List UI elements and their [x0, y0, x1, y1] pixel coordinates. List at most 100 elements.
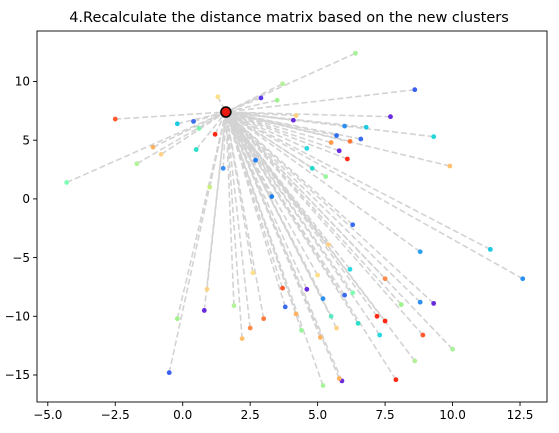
data-point [250, 270, 256, 276]
data-point [431, 134, 437, 140]
data-point [334, 133, 339, 138]
data-point [191, 119, 196, 124]
data-point [293, 311, 299, 317]
y-tick-label: 5 [22, 133, 30, 147]
data-point [350, 222, 356, 228]
distance-line [225, 111, 327, 178]
data-point [290, 117, 296, 123]
x-tick-label: 10.0 [439, 408, 466, 422]
data-point [293, 113, 299, 118]
data-point [388, 114, 393, 120]
data-point [309, 165, 315, 171]
x-tick-label: 5.0 [308, 408, 327, 422]
data-point [196, 126, 202, 131]
data-point [174, 121, 180, 127]
distance-line [152, 111, 227, 148]
distance-line [225, 111, 332, 317]
data-point [347, 266, 353, 272]
chart-title: 4.Recalculate the distance matrix based … [69, 10, 509, 26]
data-point [363, 124, 369, 130]
data-point [220, 165, 226, 171]
distance-line [225, 111, 319, 276]
data-point [274, 97, 280, 103]
distance-line [198, 111, 227, 130]
distance-line [225, 111, 351, 270]
distance-line [225, 111, 416, 362]
data-point [299, 327, 304, 333]
data-point [328, 140, 334, 145]
x-tick-label: −5.0 [33, 408, 62, 422]
data-point [204, 286, 210, 292]
data-point [247, 325, 253, 331]
data-point [315, 272, 321, 278]
data-point [412, 87, 418, 93]
distance-line [225, 111, 340, 379]
distance-line [225, 83, 283, 113]
data-point [344, 156, 350, 162]
data-point [334, 325, 339, 331]
data-point [158, 151, 164, 157]
y-tick-label: 0 [22, 192, 30, 206]
data-point [323, 174, 329, 179]
distance-line [225, 111, 359, 324]
data-point [393, 377, 399, 383]
data-point [280, 285, 285, 291]
data-point [336, 376, 342, 381]
data-point [417, 249, 423, 255]
data-point [231, 303, 237, 309]
distance-line [225, 111, 434, 138]
distance-line [225, 111, 491, 251]
x-tick-label: 0.0 [173, 408, 192, 422]
data-point [355, 320, 361, 326]
data-point [347, 138, 353, 144]
data-point [342, 292, 348, 298]
data-point [382, 276, 388, 282]
data-point [342, 123, 348, 129]
y-tick-label: 10 [15, 75, 30, 89]
data-point [207, 184, 213, 190]
data-point [377, 332, 383, 338]
distance-line [195, 111, 227, 151]
distance-lines-layer [66, 52, 524, 386]
data-point [193, 147, 199, 152]
distance-line [225, 111, 284, 289]
data-point [417, 299, 423, 305]
data-point [447, 163, 453, 169]
distance-line [177, 111, 227, 125]
center-layer [220, 106, 232, 118]
data-point [261, 316, 267, 322]
points-layer [64, 50, 526, 388]
data-point [166, 370, 172, 376]
data-point [134, 161, 140, 167]
distance-line [225, 111, 254, 273]
x-axis: −5.0 −2.5 0.0 2.5 5.0 7.5 10.0 12.5 [33, 402, 533, 422]
distance-line [225, 111, 402, 306]
distance-line [225, 111, 391, 118]
distance-line [225, 111, 451, 167]
data-point [280, 81, 285, 87]
x-tick-label: 12.5 [507, 408, 534, 422]
data-point [450, 346, 455, 352]
y-axis: 10 5 0 −5 −10 −15 [5, 75, 37, 382]
data-point [174, 316, 180, 322]
data-point [258, 95, 264, 101]
distance-line [225, 111, 524, 280]
data-point [112, 116, 118, 122]
x-tick-label: 2.5 [241, 408, 260, 422]
data-point [269, 194, 275, 199]
data-point [350, 290, 356, 296]
data-point [304, 146, 310, 151]
data-point [64, 180, 70, 185]
data-point [282, 304, 288, 310]
distance-line [206, 111, 227, 290]
data-point [398, 302, 404, 307]
distance-line [225, 111, 421, 253]
distance-line [225, 111, 324, 386]
data-point [253, 157, 258, 163]
distance-line [225, 111, 354, 226]
distance-line [225, 111, 308, 150]
data-point [320, 296, 326, 302]
distance-line [225, 111, 354, 294]
data-point [374, 313, 380, 319]
data-point [317, 335, 323, 340]
